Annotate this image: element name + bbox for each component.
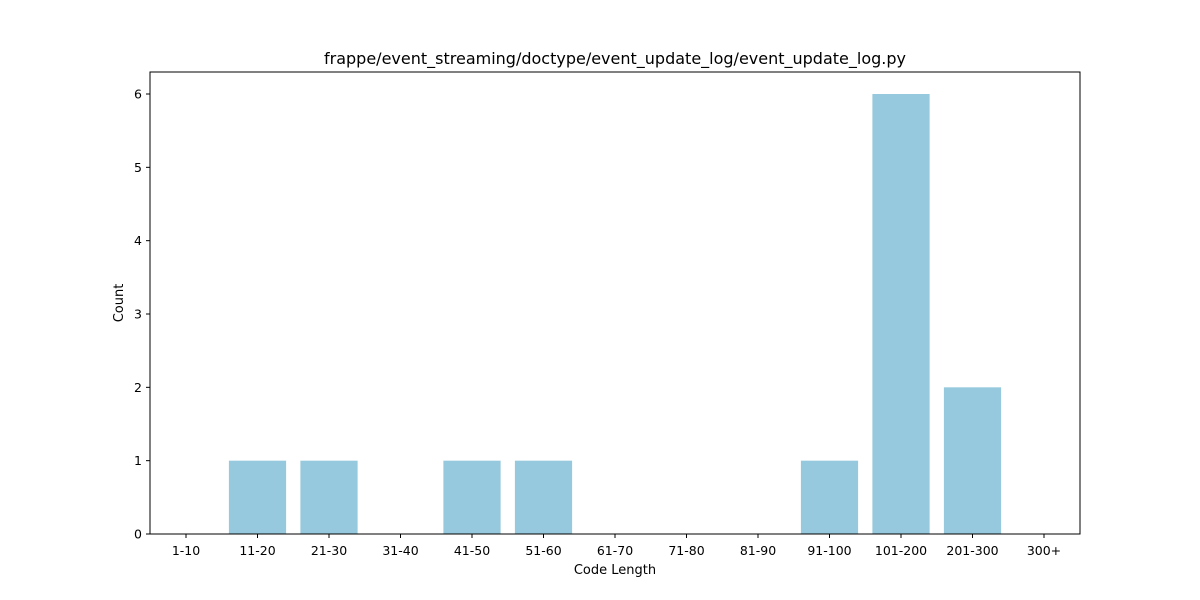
- x-axis-label: Code Length: [574, 563, 656, 578]
- bar-41-50: [443, 460, 501, 534]
- y-tick-label: 0: [134, 527, 142, 542]
- y-tick-label: 6: [134, 87, 142, 102]
- bars-group: [228, 94, 1002, 534]
- y-tick-label: 5: [134, 160, 142, 175]
- y-tick-label: 2: [134, 380, 142, 395]
- bar-201-300: [943, 387, 1002, 534]
- bar-101-200: [872, 94, 930, 534]
- x-axis-ticks: 1-10 11-20 21-30 31-40 41-50 51-60 61-70 71-80 8…: [172, 534, 1061, 558]
- x-tick-label: 41-50: [454, 543, 490, 558]
- x-tick-label: 300+: [1027, 543, 1061, 558]
- x-tick-label: 101-200: [875, 543, 927, 558]
- y-tick-label: 1: [134, 453, 142, 468]
- y-tick-label: 3: [134, 307, 142, 322]
- x-tick-label: 31-40: [382, 543, 418, 558]
- x-tick-label: 201-300: [946, 543, 998, 558]
- bar-51-60: [514, 460, 573, 534]
- x-tick-label: 91-100: [807, 543, 851, 558]
- y-tick-label: 4: [134, 233, 142, 248]
- x-tick-label: 71-80: [668, 543, 704, 558]
- plot-area-frame: [149, 71, 1081, 535]
- y-axis-label: Count: [112, 284, 127, 323]
- x-tick-label: 11-20: [239, 543, 275, 558]
- x-tick-label: 1-10: [172, 543, 200, 558]
- bar-21-30: [300, 460, 358, 534]
- x-tick-label: 51-60: [525, 543, 561, 558]
- chart-title: frappe/event_streaming/doctype/event_upd…: [324, 49, 906, 69]
- bar-91-100: [800, 460, 859, 534]
- x-tick-label: 21-30: [311, 543, 347, 558]
- bar-11-20: [228, 460, 287, 534]
- y-axis-ticks: 0 1 2 3 4 5 6: [134, 87, 150, 542]
- x-tick-label: 81-90: [740, 543, 776, 558]
- x-tick-label: 61-70: [597, 543, 633, 558]
